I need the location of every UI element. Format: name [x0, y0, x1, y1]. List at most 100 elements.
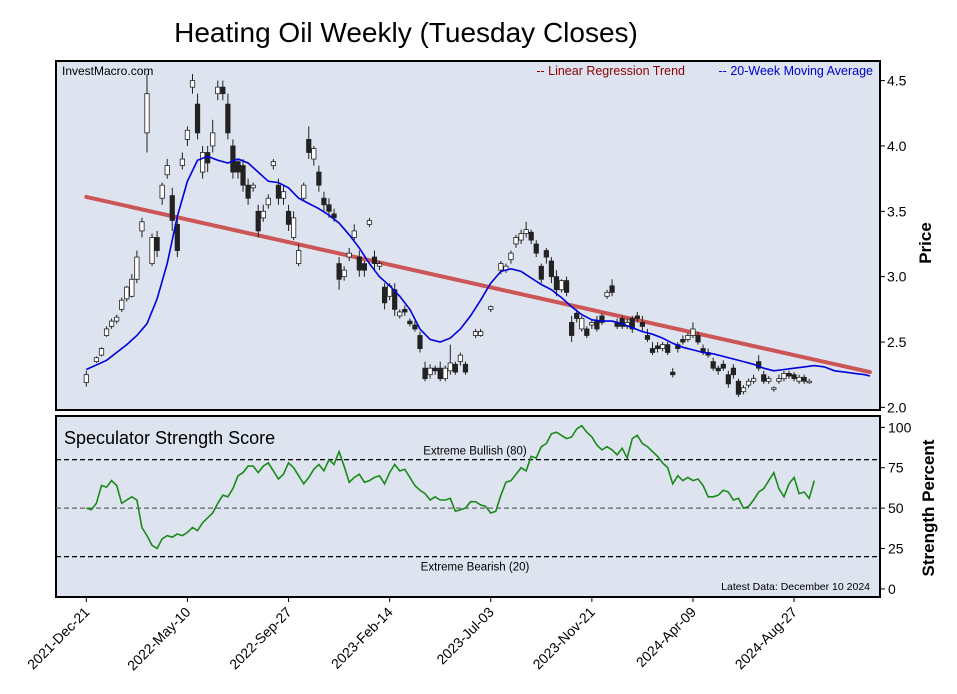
candle-body — [159, 184, 165, 199]
candle-body — [594, 320, 600, 330]
candle — [735, 378, 742, 397]
x-tick-label: 2022-Sep-27 — [226, 604, 295, 673]
candle-body — [285, 210, 292, 225]
candle — [265, 194, 271, 209]
candle — [402, 305, 408, 316]
candle — [447, 344, 453, 375]
candle — [98, 347, 105, 357]
candle — [407, 318, 413, 327]
candle-body — [290, 217, 297, 238]
candle — [801, 374, 807, 384]
candle-body — [275, 184, 282, 199]
chart-title: Heating Oil Weekly (Tuesday Closes) — [174, 17, 638, 48]
strength-line-layer — [86, 424, 816, 550]
candle-body — [574, 312, 580, 319]
candle-body — [660, 344, 666, 349]
candle-body — [331, 213, 337, 219]
candle — [513, 234, 519, 248]
x-tick-label: 2023-Jul-03 — [433, 604, 497, 668]
candle-body — [629, 318, 635, 330]
candle — [437, 361, 443, 382]
candle — [154, 230, 160, 258]
candle-body — [245, 184, 251, 199]
price-tick-label: 2.0 — [887, 399, 907, 415]
candle-body — [649, 348, 656, 353]
candle — [690, 322, 696, 339]
candle — [649, 342, 656, 356]
candle — [589, 319, 595, 329]
candle-body — [260, 210, 266, 219]
candle-body — [301, 184, 307, 199]
candle-body — [361, 263, 367, 271]
candle-body — [558, 280, 565, 291]
price-tick-label: 2.5 — [887, 334, 907, 350]
candle-body — [402, 308, 408, 313]
candle — [523, 221, 529, 238]
candle-body — [766, 378, 772, 382]
candle — [644, 328, 651, 343]
candle — [695, 331, 701, 345]
candle — [791, 372, 797, 382]
candle — [533, 240, 539, 258]
candle-body — [634, 315, 640, 319]
candle-body — [745, 380, 752, 386]
candle-body — [316, 171, 322, 186]
x-axis-labels: 2021-Dec-21 2022-May-10 2022-Sep-27 2023-Fe… — [24, 597, 800, 673]
candle — [397, 309, 403, 319]
candle — [685, 332, 691, 343]
candle — [159, 182, 165, 205]
candle — [184, 126, 191, 146]
candle — [376, 260, 383, 271]
candle — [200, 145, 206, 179]
candle-body — [422, 367, 428, 380]
candle — [285, 204, 292, 231]
candle-body — [129, 278, 135, 297]
candle — [361, 260, 367, 277]
candle-body — [786, 373, 792, 377]
candle — [346, 247, 352, 261]
candle — [670, 368, 676, 378]
candle — [462, 361, 469, 375]
candle-body — [321, 197, 327, 206]
price-y-ticks: 2.0 2.5 3.0 3.5 4.0 4.5 — [880, 73, 907, 415]
candle-body — [761, 374, 767, 382]
candle — [336, 257, 342, 290]
candle-body — [543, 250, 549, 258]
candle-body — [119, 299, 125, 310]
x-tick-label: 2024-Aug-27 — [732, 604, 801, 673]
candle — [796, 374, 802, 384]
candle-body — [589, 322, 595, 326]
candle — [639, 315, 646, 332]
candle-body — [397, 311, 403, 317]
x-tick-label: 2023-Nov-21 — [529, 604, 598, 673]
candle — [710, 357, 716, 371]
candle-body — [665, 344, 671, 353]
regression-trend-line — [84, 194, 872, 375]
candle — [442, 365, 448, 382]
strength-panel-title: Speculator Strength Score — [64, 428, 275, 448]
candle-body — [392, 289, 398, 310]
candle — [235, 159, 241, 179]
reference-label-20: Extreme Bearish (20) — [421, 562, 530, 574]
candle-body — [452, 363, 458, 373]
strength-panel — [55, 415, 881, 598]
candle — [786, 370, 792, 379]
candle-body — [144, 93, 150, 134]
candle-body — [220, 86, 226, 95]
candle-body — [725, 374, 731, 385]
candle — [316, 165, 322, 192]
candle-body — [225, 103, 231, 134]
candle-body — [462, 363, 469, 373]
candle — [740, 385, 747, 395]
price-axis-label: Price — [916, 222, 935, 264]
candle-body — [98, 348, 105, 356]
price-tick-label: 3.0 — [887, 269, 907, 285]
candle-body — [179, 158, 185, 166]
candle-body — [548, 260, 555, 278]
candle-body — [498, 263, 504, 271]
candle — [629, 315, 635, 333]
candle-body — [710, 361, 716, 369]
candle — [114, 314, 120, 324]
candle — [381, 283, 388, 310]
candle — [119, 297, 125, 312]
